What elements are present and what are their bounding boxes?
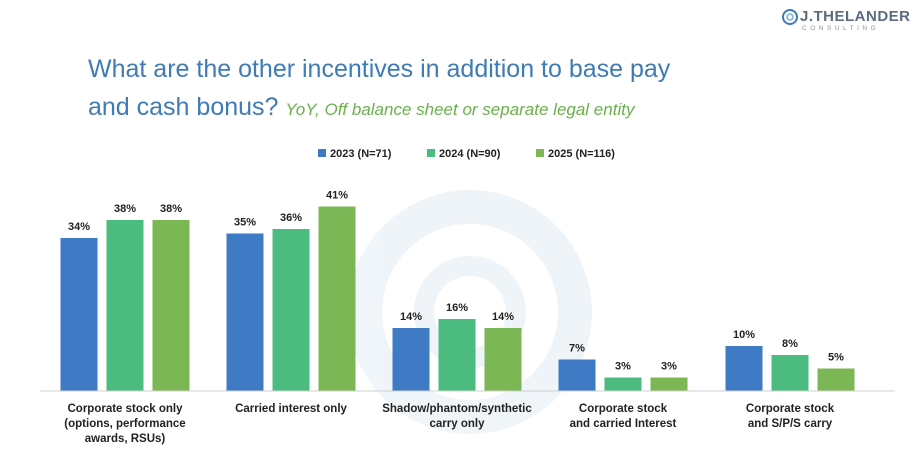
bar-3-5 <box>817 368 855 391</box>
x-tick-label-3: Shadow/phantom/synthetic carry only <box>382 403 532 430</box>
data-label-2-2: 36% <box>280 212 302 224</box>
legend-swatch-2 <box>427 149 435 157</box>
chart-bars: 34% 38% 38% 35% 36% 41% 14% 16% 14% 7% 3% 3% 10% 8% 5% <box>60 190 855 391</box>
legend-swatch-1 <box>318 149 326 157</box>
chart-subtitle: YoY, Off balance sheet or separate legal… <box>285 100 635 119</box>
bar-2-2 <box>272 229 310 391</box>
bar-2-4 <box>604 377 642 391</box>
chart-title-line2: and cash bonus? <box>88 93 279 121</box>
data-label-2-1: 38% <box>114 203 136 215</box>
data-label-1-1: 34% <box>68 221 90 233</box>
legend-label-2: 2024 (N=90) <box>439 148 501 160</box>
data-label-3-1: 38% <box>160 203 182 215</box>
x-tick-label-2: Carried interest only <box>235 403 347 415</box>
bar-3-3 <box>484 328 522 391</box>
legend-label-3: 2025 (N=116) <box>548 148 615 160</box>
legend-label-1: 2023 (N=71) <box>330 148 392 160</box>
data-label-3-4: 3% <box>661 361 677 373</box>
data-label-1-4: 7% <box>569 343 585 355</box>
data-label-2-5: 8% <box>782 338 798 350</box>
chart-title-line1: What are the other incentives in additio… <box>88 55 671 83</box>
bar-3-2 <box>318 206 356 391</box>
legend-swatch-3 <box>536 149 544 157</box>
chart-legend: 2023 (N=71) 2024 (N=90) 2025 (N=116) <box>318 148 615 160</box>
bar-2-5 <box>771 355 809 391</box>
data-label-2-3: 16% <box>446 302 468 314</box>
chart-title: What are the other incentives in additio… <box>88 50 670 129</box>
bar-2-3 <box>438 319 476 391</box>
x-tick-label-5: Corporate stock and S/P/S carry <box>746 403 835 430</box>
x-tick-label-1: Corporate stock only (options, performanc… <box>64 403 185 445</box>
bar-1-3 <box>392 328 430 391</box>
brand-name: J.THELANDER <box>800 8 911 25</box>
data-label-1-3: 14% <box>400 311 422 323</box>
x-axis-ticks: Corporate stock only (options, performanc… <box>64 403 834 445</box>
data-label-3-5: 5% <box>828 352 844 364</box>
data-label-1-2: 35% <box>234 217 256 229</box>
brand-sub: CONSULTING <box>802 25 880 32</box>
bar-3-1 <box>152 220 190 391</box>
bar-3-4 <box>650 377 688 391</box>
bar-1-2 <box>226 233 264 391</box>
bar-2-1 <box>106 220 144 391</box>
x-tick-label-4: Corporate stock and carried Interest <box>570 403 677 430</box>
data-label-3-2: 41% <box>326 190 348 202</box>
brand-logo: J.THELANDER CONSULTING <box>782 8 912 34</box>
logo-swirl-icon <box>782 9 798 25</box>
data-label-2-4: 3% <box>615 361 631 373</box>
bar-1-5 <box>725 346 763 391</box>
data-label-3-3: 14% <box>492 311 514 323</box>
bar-1-4 <box>558 359 596 391</box>
bar-1-1 <box>60 238 98 391</box>
data-label-1-5: 10% <box>733 329 755 341</box>
